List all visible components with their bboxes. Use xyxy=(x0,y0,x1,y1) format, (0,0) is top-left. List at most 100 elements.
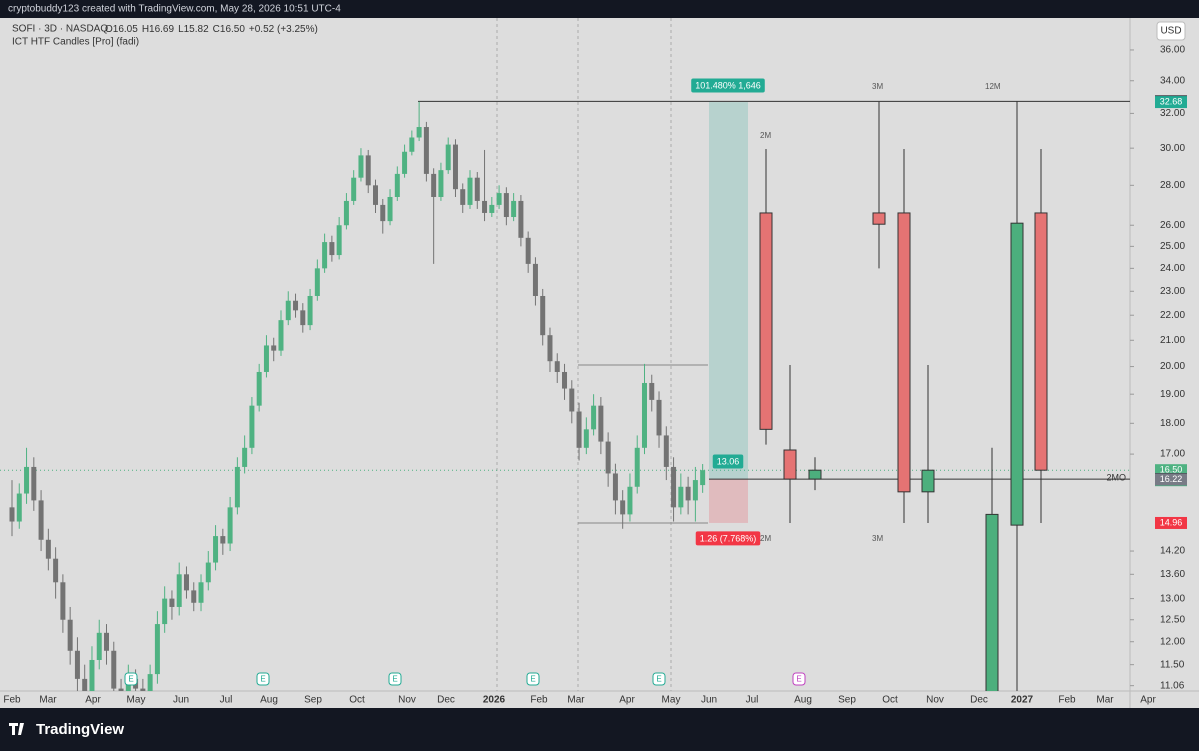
earnings-text[interactable]: E xyxy=(128,675,133,684)
candle-body xyxy=(641,382,647,448)
candle-body xyxy=(82,678,88,691)
x-tick-label: Apr xyxy=(85,695,101,706)
candle-body xyxy=(605,441,611,474)
earnings-text[interactable]: E xyxy=(656,675,661,684)
x-tick-label: Nov xyxy=(398,695,416,706)
candle-body xyxy=(554,361,560,372)
htf-label: 2M xyxy=(760,534,771,543)
price-label: 14.96 xyxy=(1160,517,1183,527)
candle-body xyxy=(242,447,248,467)
candle-body xyxy=(474,177,480,201)
price-label-bg xyxy=(1155,516,1187,529)
x-tick-label: 2026 xyxy=(483,695,506,706)
y-tick-label: 19.00 xyxy=(1160,389,1185,400)
candle-body xyxy=(445,144,451,171)
x-tick-label: Nov xyxy=(926,695,944,706)
earnings-text[interactable]: E xyxy=(530,675,535,684)
y-tick-label: 28.00 xyxy=(1160,180,1185,191)
candle-body xyxy=(104,632,110,651)
price-label-bg xyxy=(1155,96,1187,109)
x-tick-label: Dec xyxy=(437,695,455,706)
candle-body xyxy=(921,469,935,493)
earnings-icon[interactable] xyxy=(792,672,806,686)
candle-body xyxy=(198,582,204,603)
candle-body xyxy=(314,268,320,296)
candle-body xyxy=(452,144,458,190)
x-tick-label: Sep xyxy=(838,695,856,706)
candle-body xyxy=(685,486,691,501)
candle-body xyxy=(525,237,531,264)
candle-body xyxy=(671,466,677,508)
x-tick-label: May xyxy=(127,695,146,706)
earnings-text[interactable]: E xyxy=(392,675,397,684)
x-tick-label: Apr xyxy=(619,695,635,706)
candle-body xyxy=(307,295,313,326)
target-zone xyxy=(709,102,748,480)
candle-body xyxy=(783,449,797,480)
candle-body xyxy=(45,539,51,559)
candle-body xyxy=(24,466,30,494)
candle-body xyxy=(460,189,466,205)
y-tick-label: 18.00 xyxy=(1160,418,1185,429)
candle-body xyxy=(598,405,604,442)
candle-body xyxy=(256,371,262,406)
y-tick-label: 26.00 xyxy=(1160,220,1185,231)
y-tick-label: 20.00 xyxy=(1160,361,1185,372)
brand: TradingView xyxy=(36,721,124,738)
earnings-icon[interactable] xyxy=(526,672,540,686)
brand-logo xyxy=(9,723,24,735)
candle-body xyxy=(89,659,95,691)
candle-body xyxy=(118,688,124,691)
earnings-icon[interactable] xyxy=(652,672,666,686)
indicator-name: ICT HTF Candles [Pro] (fadi) xyxy=(12,37,139,48)
candle-body xyxy=(74,650,80,679)
candle-body xyxy=(872,212,886,225)
x-tick-label: Oct xyxy=(882,695,898,706)
x-tick-label: Dec xyxy=(970,695,988,706)
candle-body xyxy=(620,500,626,515)
candle-body xyxy=(249,405,255,448)
x-tick-label: Jul xyxy=(220,695,233,706)
candle-body xyxy=(387,196,393,222)
earnings-text[interactable]: E xyxy=(796,675,801,684)
candle-body xyxy=(562,371,568,389)
candle-body xyxy=(140,688,146,691)
candle-body xyxy=(213,536,219,563)
candle-body xyxy=(358,155,364,178)
candle-body xyxy=(220,536,226,544)
candle-body xyxy=(431,173,437,197)
candle-body xyxy=(31,466,37,501)
earnings-icon[interactable] xyxy=(124,672,138,686)
y-tick-label: 32.00 xyxy=(1160,108,1185,119)
currency[interactable]: USD xyxy=(1160,26,1181,37)
candle-body xyxy=(271,345,277,351)
x-tick-label: May xyxy=(662,695,681,706)
candle-body xyxy=(897,212,911,493)
x-tick-label: Mar xyxy=(567,695,585,706)
htf-label: 3M xyxy=(872,82,883,91)
earnings-text[interactable]: E xyxy=(260,675,265,684)
candle-body xyxy=(692,480,698,501)
candle-body xyxy=(808,469,822,480)
x-tick-label: Jun xyxy=(701,695,717,706)
x-tick-label: Jul xyxy=(746,695,759,706)
candle-body xyxy=(278,320,284,351)
price-label-bg xyxy=(1155,473,1187,486)
candle-body xyxy=(1034,212,1048,471)
plot xyxy=(0,18,1130,691)
currency-box[interactable] xyxy=(1156,21,1186,41)
y-tick-label: 25.00 xyxy=(1160,241,1185,252)
entry-label-bg xyxy=(712,454,744,469)
target-label-bg xyxy=(691,78,765,93)
x-tick-label: Aug xyxy=(260,695,278,706)
earnings-icon[interactable] xyxy=(388,672,402,686)
legend-item: H16.69 xyxy=(142,24,175,35)
x-tick-label: Feb xyxy=(530,695,548,706)
candle-body xyxy=(678,486,684,508)
candle-body xyxy=(154,624,160,675)
candle-body xyxy=(169,598,175,607)
candle-body xyxy=(373,185,378,205)
y-tick-label: 21.00 xyxy=(1160,335,1185,346)
candle-body xyxy=(569,388,575,412)
earnings-icon[interactable] xyxy=(256,672,270,686)
